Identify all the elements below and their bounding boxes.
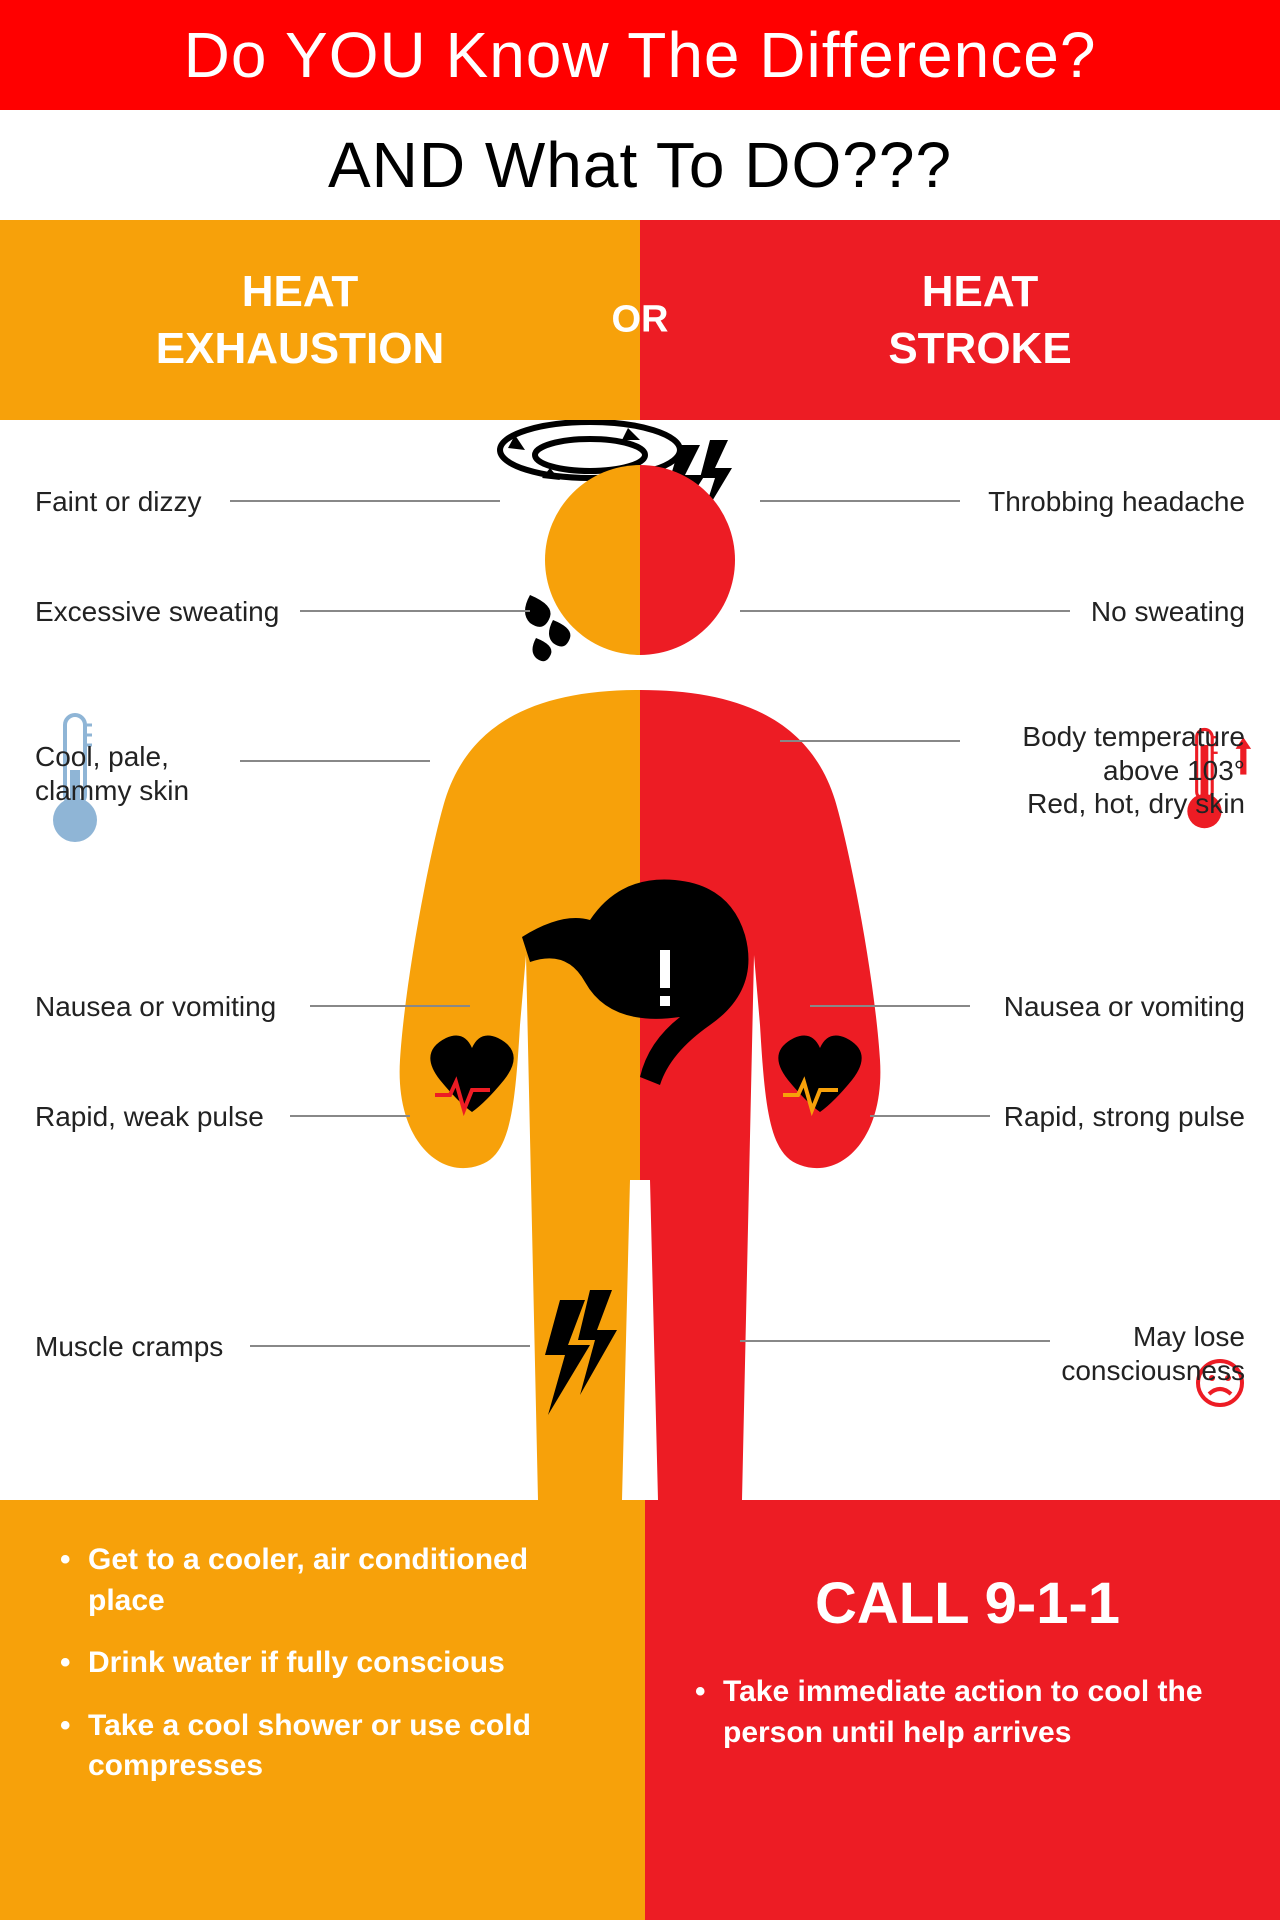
header-right-label: HEATSTROKE xyxy=(640,220,1280,420)
symptom-left-5: Muscle cramps xyxy=(35,1330,223,1364)
actions-left-panel: Get to a cooler, air conditioned place Dr… xyxy=(0,1500,645,1920)
connector-9 xyxy=(810,1005,970,1007)
symptom-right-1: No sweating xyxy=(1091,595,1245,629)
action-left-0: Get to a cooler, air conditioned place xyxy=(60,1540,605,1621)
connector-1 xyxy=(300,610,530,612)
title-red-banner: Do YOU Know The Difference? xyxy=(0,0,1280,110)
symptom-right-2: Body temperatureabove 103°Red, hot, dry … xyxy=(1022,720,1245,821)
symptom-right-3: Nausea or vomiting xyxy=(1004,990,1245,1024)
connector-7 xyxy=(740,610,1070,612)
title-white-banner: AND What To DO??? xyxy=(0,110,1280,220)
symptom-right-5: May loseconsciousness xyxy=(1061,1320,1245,1387)
symptom-left-3: Nausea or vomiting xyxy=(35,990,276,1024)
action-left-1: Drink water if fully conscious xyxy=(60,1643,605,1684)
symptom-left-4: Rapid, weak pulse xyxy=(35,1100,264,1134)
connector-0 xyxy=(230,500,500,502)
action-left-2: Take a cool shower or use cold compresse… xyxy=(60,1706,605,1787)
connector-10 xyxy=(870,1115,990,1117)
symptom-right-0: Throbbing headache xyxy=(988,485,1245,519)
connector-11 xyxy=(740,1340,1050,1342)
connector-2 xyxy=(240,760,430,762)
connector-6 xyxy=(760,500,960,502)
person-figure xyxy=(290,420,990,1500)
header-left-label: HEATEXHAUSTION xyxy=(0,220,640,420)
symptom-left-2: Cool, pale,clammy skin xyxy=(35,740,189,807)
header-row: HEATEXHAUSTION HEATSTROKE OR xyxy=(0,220,1280,420)
connector-8 xyxy=(780,740,960,742)
symptom-left-1: Excessive sweating xyxy=(35,595,279,629)
connector-4 xyxy=(290,1115,410,1117)
action-right-0: Take immediate action to cool the person… xyxy=(695,1672,1240,1753)
actions-right-panel: CALL 9-1-1 Take immediate action to cool… xyxy=(645,1500,1280,1920)
symptom-right-4: Rapid, strong pulse xyxy=(1004,1100,1245,1134)
connector-5 xyxy=(250,1345,530,1347)
body-area: Faint or dizzy Excessive sweating Cool, pa… xyxy=(0,420,1280,1500)
bottom-row: Get to a cooler, air conditioned place Dr… xyxy=(0,1500,1280,1920)
connector-3 xyxy=(310,1005,470,1007)
call-911-label: CALL 9-1-1 xyxy=(695,1570,1240,1637)
symptom-left-0: Faint or dizzy xyxy=(35,485,202,519)
header-or-label: OR xyxy=(612,299,669,342)
